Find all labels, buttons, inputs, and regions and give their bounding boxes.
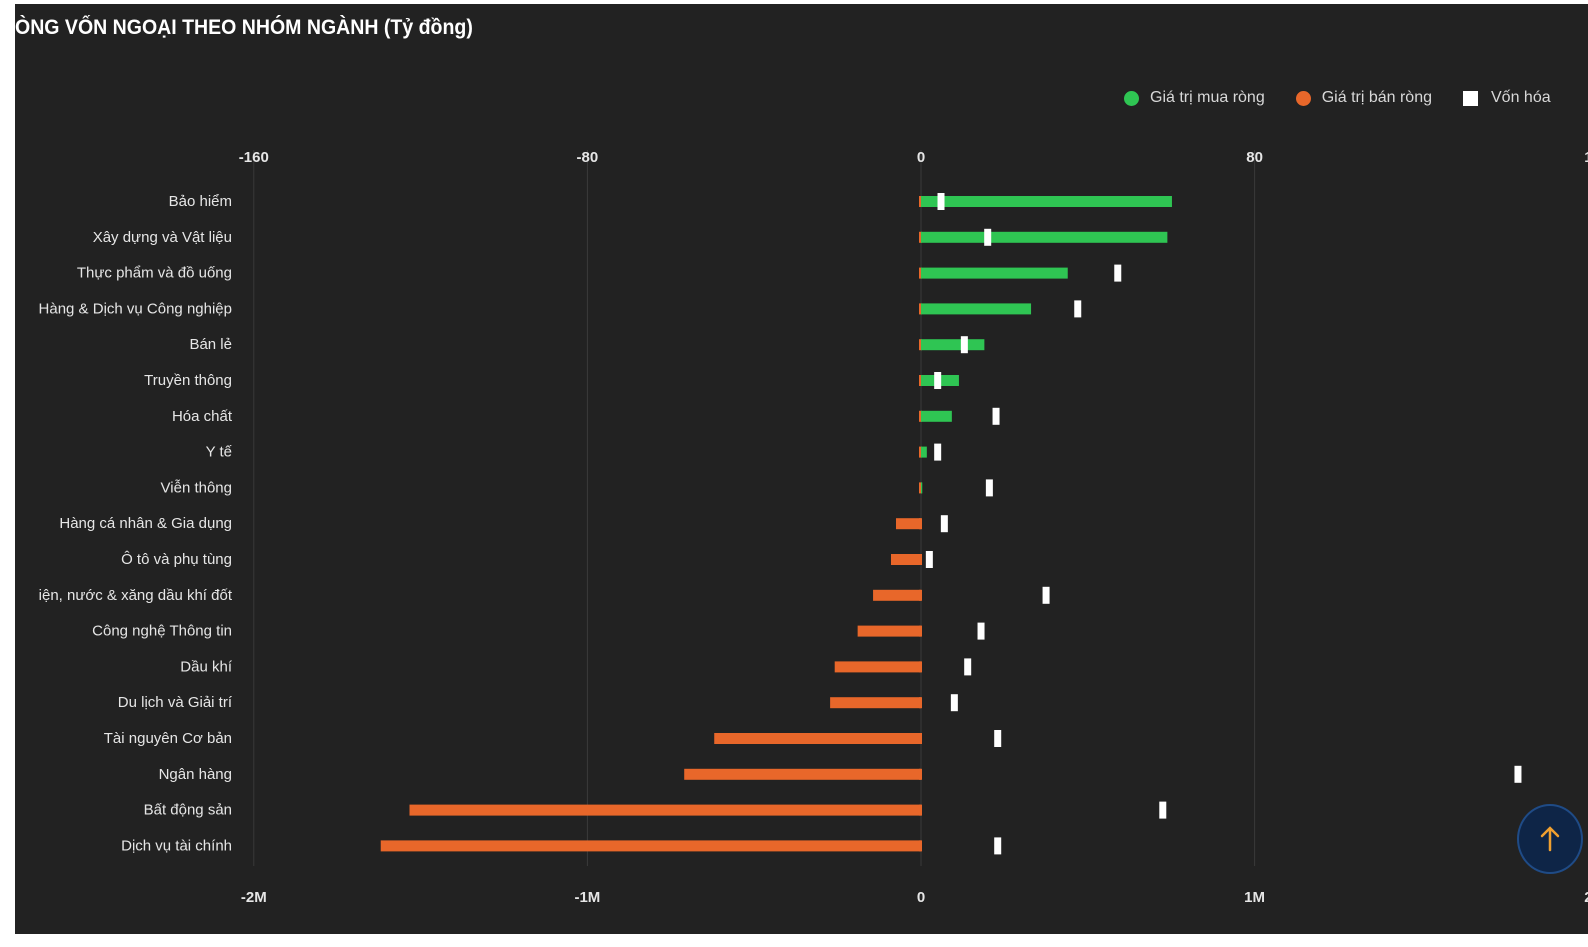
category-label: Truyền thông	[144, 372, 232, 389]
category-label: Bất động sản	[144, 802, 232, 819]
bar-buy	[921, 267, 1068, 279]
chart-panel: ÒNG VỐN NGOẠI THEO NHÓM NGÀNH (Tỷ đồng) …	[15, 4, 1588, 934]
zero-marker	[919, 231, 922, 243]
cap-marker	[994, 837, 1002, 855]
legend-item-sell[interactable]: Giá trị bán ròng	[1295, 89, 1432, 107]
cap-marker	[960, 336, 968, 354]
cap-marker	[984, 228, 992, 246]
cap-marker	[985, 479, 993, 497]
cap-marker	[940, 515, 948, 533]
cap-marker	[992, 407, 1000, 425]
legend-buy-label: Giá trị mua ròng	[1150, 89, 1265, 106]
bar-buy	[921, 446, 927, 458]
arrow-up-icon	[1540, 826, 1560, 852]
bar-chart: Bảo hiểm Xây dựng và Vật liệu Thực phẩm và…	[39, 149, 1588, 906]
cap-marker	[1074, 300, 1082, 318]
zero-marker	[919, 196, 922, 207]
zero-marker	[919, 375, 922, 386]
top-axis-tick-label: -80	[577, 149, 599, 166]
cap-marker	[964, 658, 972, 676]
zero-marker	[919, 303, 922, 315]
bar-sell	[857, 625, 921, 637]
bar-sell	[684, 768, 921, 780]
scroll-top-button[interactable]	[1517, 804, 1583, 874]
bar-buy	[921, 482, 923, 494]
bottom-axis-tick-label: 2	[1584, 889, 1588, 906]
category-label: Ngân hàng	[159, 766, 232, 783]
category-label: Dầu khí	[180, 658, 233, 675]
cap-marker	[1514, 765, 1522, 783]
bottom-axis-tick-label: 0	[917, 889, 925, 906]
top-axis-tick-label: -160	[239, 149, 269, 166]
top-axis: -160 -80 0 80 16	[239, 149, 1588, 166]
bar-sell	[834, 661, 921, 673]
cap-marker	[1042, 586, 1050, 604]
bottom-axis-tick-label: -2M	[241, 889, 267, 906]
legend-item-cap[interactable]: Vốn hóa	[1463, 89, 1551, 107]
bar-buy	[921, 303, 1032, 315]
grid-lines	[253, 150, 1256, 866]
cap-marker	[934, 372, 942, 389]
cap-marker	[994, 730, 1002, 747]
legend-cap-label: Vốn hóa	[1491, 89, 1551, 106]
category-label: Xây dựng và Vật liệu	[93, 229, 232, 246]
bar-sell	[380, 840, 922, 852]
category-label: Hàng & Dịch vụ Công nghiệp	[39, 300, 232, 317]
bars	[380, 196, 1172, 852]
bar-buy	[921, 410, 952, 422]
category-label: Thực phẩm và đồ uống	[77, 265, 232, 282]
cap-markers	[925, 193, 1522, 855]
category-label: Du lịch và Giải trí	[118, 694, 233, 711]
category-label: Dịch vụ tài chính	[121, 837, 232, 854]
bottom-axis: -2M -1M 0 1M 2	[241, 889, 1588, 906]
category-label: iện, nước & xăng dầu khí đốt	[39, 587, 233, 604]
category-label: Ô tô và phụ tùng	[121, 551, 232, 568]
cap-marker	[937, 193, 945, 210]
legend-sell-label: Giá trị bán ròng	[1321, 89, 1432, 106]
bar-sell	[895, 518, 921, 530]
legend-cap-marker-icon	[1463, 90, 1478, 106]
category-label: Công nghệ Thông tin	[92, 623, 232, 640]
bottom-axis-tick-label: 1M	[1244, 889, 1265, 906]
zero-marker	[919, 267, 922, 279]
bar-sell	[830, 697, 921, 709]
top-axis-tick-label: 16	[1584, 149, 1588, 166]
category-label: Bán lẻ	[189, 336, 232, 353]
bar-sell	[714, 733, 921, 744]
category-label: Y tế	[206, 444, 233, 461]
bar-sell	[873, 589, 921, 601]
category-labels: Bảo hiểm Xây dựng và Vật liệu Thực phẩm và…	[39, 193, 233, 854]
top-axis-tick-label: 0	[917, 149, 925, 166]
zero-marker	[919, 410, 922, 422]
legend-buy-marker-icon	[1124, 90, 1139, 106]
cap-marker	[977, 622, 985, 640]
bar-buy	[921, 196, 1172, 207]
bar-buy	[921, 231, 1168, 243]
category-label: Viễn thông	[161, 479, 232, 496]
bar-sell	[890, 554, 921, 565]
zero-marker	[919, 482, 922, 494]
bottom-axis-tick-label: -1M	[574, 889, 600, 906]
chart-legend: Giá trị mua ròng Giá trị bán ròng Vốn hó…	[1124, 88, 1582, 108]
cap-marker	[1114, 264, 1122, 282]
top-axis-tick-label: 80	[1246, 149, 1263, 166]
legend-sell-marker-icon	[1295, 90, 1311, 106]
cap-marker	[925, 551, 933, 568]
bar-sell	[409, 804, 921, 816]
cap-marker	[950, 694, 958, 712]
zero-marker	[919, 339, 922, 351]
category-label: Hàng cá nhân & Gia dụng	[59, 515, 232, 532]
cap-marker	[1159, 801, 1167, 819]
bar-buy	[921, 339, 985, 351]
category-label: Tài nguyên Cơ bản	[104, 730, 232, 747]
chart-title: ÒNG VỐN NGOẠI THEO NHÓM NGÀNH (Tỷ đồng)	[15, 16, 473, 39]
cap-marker	[934, 443, 942, 461]
category-label: Hóa chất	[172, 408, 233, 425]
legend-item-buy[interactable]: Giá trị mua ròng	[1124, 89, 1265, 107]
zero-marker	[919, 446, 922, 458]
category-label: Bảo hiểm	[169, 193, 232, 210]
